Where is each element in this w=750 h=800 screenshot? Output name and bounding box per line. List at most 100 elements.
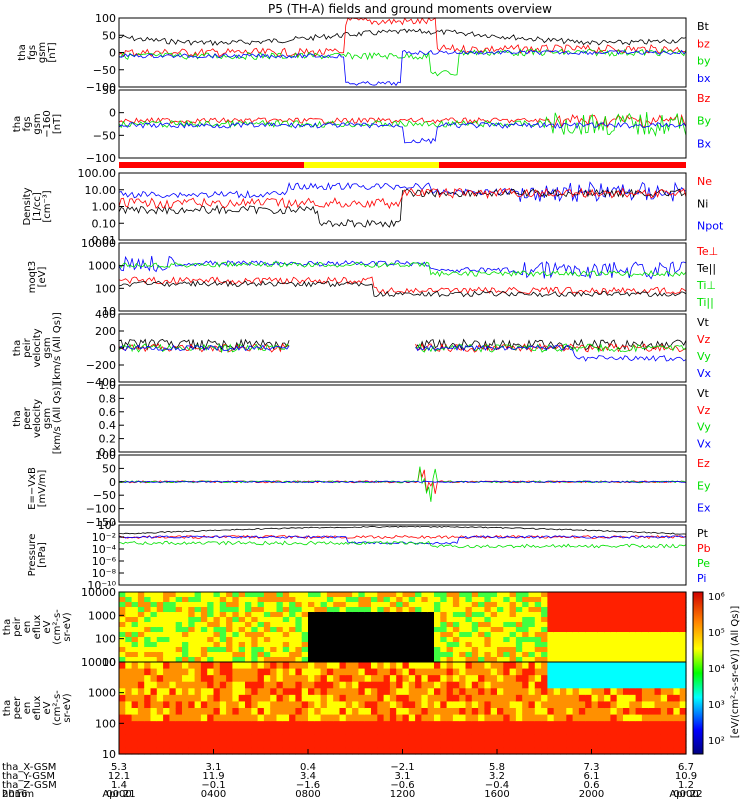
heatmap-cell — [484, 622, 492, 628]
heatmap-cell — [623, 607, 630, 613]
heatmap-cell — [200, 721, 208, 729]
heatmap-cell — [326, 747, 334, 755]
heatmap-cell — [169, 714, 177, 722]
heatmap-cell — [641, 657, 649, 663]
heatmap-cell — [560, 688, 567, 696]
heatmap-cell — [641, 675, 649, 683]
heatmap-cell — [660, 721, 668, 729]
heatmap-cell — [156, 592, 164, 598]
colorbar-tick-label: 10⁵ — [708, 628, 725, 639]
heatmap-cell — [415, 747, 422, 755]
heatmap-cell — [207, 602, 215, 608]
heatmap-cell — [301, 694, 309, 703]
heatmap-cell — [503, 747, 511, 755]
heatmap-cell — [144, 688, 152, 696]
heatmap-cell — [635, 602, 643, 608]
heatmap-cell — [641, 688, 649, 696]
heatmap-cell — [528, 597, 536, 603]
heatmap-cell — [440, 721, 448, 729]
heatmap-cell — [572, 642, 580, 648]
heatmap-cell — [339, 747, 347, 755]
series-line — [118, 112, 687, 137]
heatmap-cell — [585, 727, 593, 735]
heatmap-cell — [484, 668, 492, 676]
heatmap-cell — [478, 592, 485, 598]
heatmap-cell — [182, 617, 189, 623]
heatmap-cell — [446, 675, 454, 683]
heatmap-cell — [434, 642, 441, 648]
heatmap-cell — [667, 714, 674, 722]
heatmap-cell — [119, 632, 126, 638]
heatmap-cell — [402, 740, 410, 749]
heatmap-cell — [440, 592, 448, 598]
heatmap-cell — [282, 647, 290, 653]
heatmap-cell — [503, 708, 511, 716]
heatmap-cell — [371, 632, 378, 638]
heatmap-cell — [616, 708, 624, 716]
heatmap-cell — [144, 747, 152, 755]
heatmap-cell — [623, 734, 630, 742]
heatmap-cell — [421, 642, 429, 648]
heatmap-cell — [389, 701, 397, 709]
heatmap-cell — [497, 657, 504, 663]
heatmap-cell — [169, 694, 177, 703]
heatmap-cell — [446, 622, 454, 628]
heatmap-cell — [137, 607, 145, 613]
heatmap-cell — [326, 740, 334, 749]
heatmap-cell — [371, 607, 378, 613]
heatmap-cell — [635, 627, 643, 633]
heatmap-cell — [623, 652, 630, 658]
heatmap-cell — [263, 622, 271, 628]
heatmap-cell — [238, 681, 246, 689]
heatmap-cell — [572, 617, 580, 623]
heatmap-cell — [597, 612, 605, 618]
heatmap-cell — [591, 632, 599, 638]
heatmap-cell — [446, 657, 454, 663]
heatmap-cell — [597, 637, 605, 643]
x-axis-value: −0.6 — [390, 780, 414, 791]
heatmap-cell — [528, 747, 536, 755]
heatmap-cell — [667, 708, 674, 716]
heatmap-cell — [660, 617, 668, 623]
heatmap-cell — [213, 688, 221, 696]
heatmap-cell — [629, 622, 637, 628]
heatmap-cell — [679, 727, 687, 735]
heatmap-cell — [358, 632, 366, 638]
y-axis-label: −160 — [42, 110, 53, 137]
heatmap-cell — [560, 701, 567, 709]
heatmap-cell — [541, 617, 548, 623]
heatmap-cell — [194, 612, 202, 618]
heatmap-cell — [383, 681, 391, 689]
heatmap-cell — [560, 740, 567, 749]
heatmap-cell — [478, 694, 485, 703]
heatmap-cell — [219, 597, 227, 603]
heatmap-cell — [289, 592, 296, 598]
heatmap-cell — [635, 688, 643, 696]
heatmap-cell — [326, 652, 334, 658]
heatmap-cell — [314, 747, 322, 755]
heatmap-cell — [434, 688, 441, 696]
heatmap-cell — [364, 602, 372, 608]
heatmap-cell — [427, 627, 435, 633]
y-tick-label: 200 — [95, 325, 116, 338]
heatmap-cell — [119, 597, 126, 603]
heatmap-cell — [534, 622, 542, 628]
heatmap-cell — [125, 602, 133, 608]
heatmap-cell — [137, 675, 145, 683]
heatmap-cell — [660, 688, 668, 696]
heatmap-cell — [566, 652, 574, 658]
heatmap-cell — [207, 662, 215, 670]
heatmap-cell — [578, 681, 586, 689]
heatmap-cell — [547, 657, 555, 663]
heatmap-cell — [333, 662, 341, 670]
heatmap-cell — [339, 668, 347, 676]
heatmap-cell — [232, 602, 240, 608]
heatmap-cell — [654, 632, 662, 638]
heatmap-cell — [452, 592, 460, 598]
heatmap-cell — [408, 734, 416, 742]
heatmap-cell — [421, 647, 429, 653]
heatmap-cell — [478, 647, 485, 653]
x-axis-value: 0400 — [201, 789, 226, 800]
heatmap-cell — [320, 668, 328, 676]
